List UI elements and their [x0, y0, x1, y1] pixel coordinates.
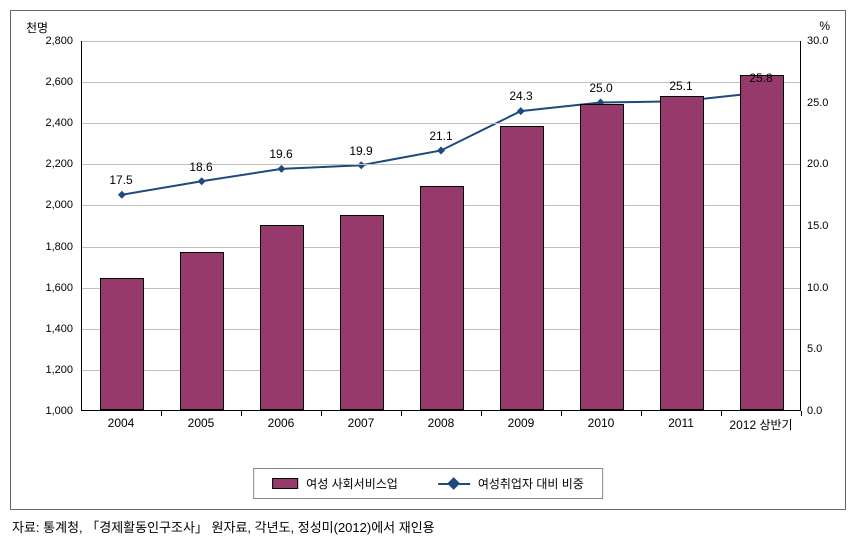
line-data-label: 17.5 [109, 173, 132, 187]
x-tick-label: 2009 [508, 416, 535, 430]
x-tick-mark [161, 411, 162, 416]
source-note: 자료: 통계청, 「경제활동인구조사」 원자료, 각년도, 정성미(2012)에… [12, 517, 435, 536]
x-tick-mark [641, 411, 642, 416]
line-data-label: 25.0 [589, 81, 612, 95]
y-left-tick: 1,800 [23, 241, 73, 253]
y-left-tick: 1,400 [23, 323, 73, 335]
legend-item-bar: 여성 사회서비스업 [272, 475, 398, 492]
x-tick-label: 2005 [188, 416, 215, 430]
y-left-tick: 2,000 [23, 199, 73, 211]
bar [100, 278, 144, 410]
gridline [82, 41, 800, 42]
x-tick-label: 2006 [268, 416, 295, 430]
line-data-label: 18.6 [189, 160, 212, 174]
y-right-tick: 0.0 [807, 405, 847, 417]
bar [340, 215, 384, 410]
x-tick-label: 2011 [668, 416, 694, 430]
x-tick-mark [401, 411, 402, 416]
y-left-tick: 2,600 [23, 76, 73, 88]
y-left-tick: 2,200 [23, 158, 73, 170]
y-right-tick: 15.0 [807, 220, 847, 232]
x-tick-mark [241, 411, 242, 416]
x-tick-mark [721, 411, 722, 416]
x-tick-mark [561, 411, 562, 416]
x-tick-label: 2007 [348, 416, 375, 430]
bar [500, 126, 544, 410]
x-tick-label: 2004 [108, 416, 135, 430]
x-tick-label: 2010 [588, 416, 615, 430]
x-tick-mark [321, 411, 322, 416]
line-data-label: 25.8 [749, 71, 772, 85]
y-right-tick: 10.0 [807, 282, 847, 294]
y-right-tick: 5.0 [807, 343, 847, 355]
bar [180, 252, 224, 410]
y-right-tick: 30.0 [807, 35, 847, 47]
y-left-axis-label: 천명 [26, 19, 48, 36]
y-left-tick: 1,200 [23, 364, 73, 376]
y-left-tick: 1,600 [23, 282, 73, 294]
chart-container: 천명 % 여성 사회서비스업 여성취업자 대비 비중 1,000 1,200 1,4… [10, 10, 846, 510]
legend-item-line: 여성취업자 대비 비중 [438, 475, 584, 492]
line-data-label: 21.1 [429, 129, 452, 143]
legend-line-swatch [438, 478, 470, 490]
x-tick-mark [481, 411, 482, 416]
bar [740, 75, 784, 410]
x-tick-mark [801, 411, 802, 416]
line-data-label: 24.3 [509, 89, 532, 103]
legend-bar-swatch [272, 478, 298, 489]
bar [420, 186, 464, 410]
legend-line-label: 여성취업자 대비 비중 [478, 475, 584, 492]
line-data-label: 19.9 [349, 144, 372, 158]
legend: 여성 사회서비스업 여성취업자 대비 비중 [253, 468, 603, 499]
x-tick-label: 2008 [428, 416, 455, 430]
bar [660, 96, 704, 411]
y-left-tick: 1,000 [23, 405, 73, 417]
bar [580, 104, 624, 410]
line-data-label: 25.1 [669, 79, 692, 93]
y-right-tick: 20.0 [807, 158, 847, 170]
y-left-tick: 2,400 [23, 117, 73, 129]
y-right-tick: 25.0 [807, 97, 847, 109]
y-left-tick: 2,800 [23, 35, 73, 47]
x-tick-label: 2012 상반기 [729, 416, 792, 433]
legend-bar-label: 여성 사회서비스업 [306, 475, 398, 492]
line-data-label: 19.6 [269, 147, 292, 161]
y-right-axis-label: % [819, 19, 830, 33]
plot-area [81, 41, 801, 411]
bar [260, 225, 304, 410]
